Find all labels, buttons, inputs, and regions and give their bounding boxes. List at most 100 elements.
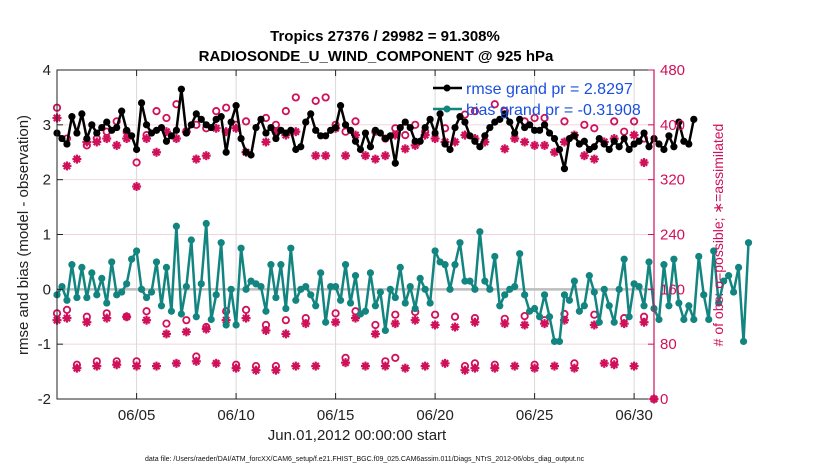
bias-point <box>88 269 96 277</box>
bias-point <box>341 261 350 269</box>
obs-possible-marker <box>212 107 221 116</box>
bias-point <box>640 302 648 310</box>
asterisk-stroke <box>291 127 300 136</box>
bias-point <box>177 310 185 318</box>
rmse-point <box>142 121 151 129</box>
asterisk-stroke <box>212 359 221 368</box>
bias-point <box>267 261 275 269</box>
obs-assimilated-marker <box>510 361 520 371</box>
bias-point <box>147 288 156 296</box>
bias-point <box>142 293 151 302</box>
bias-point <box>162 263 171 271</box>
asterisk-stroke <box>381 151 390 160</box>
rmse-point <box>317 132 325 140</box>
asterisk-stroke <box>271 366 280 375</box>
bias-point <box>78 263 86 271</box>
obs-assimilated-marker <box>450 322 460 332</box>
obs-assimilated-marker <box>132 361 142 371</box>
rmse-point <box>451 123 459 132</box>
obs-possible-marker <box>132 158 141 167</box>
obs-assimilated-marker <box>152 361 161 371</box>
rmse-point <box>356 145 365 154</box>
rmse-point <box>580 137 588 145</box>
bias-point <box>466 277 474 285</box>
rmse-point <box>640 129 648 137</box>
x-tick-label: 06/15 <box>317 407 355 424</box>
obs-assimilated-marker <box>370 154 380 164</box>
obs-possible-marker <box>520 311 529 321</box>
obs-assimilated-marker <box>540 140 550 150</box>
asterisk-stroke <box>570 364 579 373</box>
asterisk-stroke <box>510 362 519 371</box>
rmse-point <box>590 143 598 151</box>
obs-possible-marker <box>281 107 290 116</box>
asterisk-stroke <box>630 362 639 371</box>
rmse-point <box>262 129 270 137</box>
bias-point <box>232 321 240 329</box>
rmse-point <box>526 121 534 129</box>
bias-point <box>540 291 549 299</box>
obs-assimilated-marker <box>161 329 171 339</box>
asterisk-stroke <box>520 138 529 146</box>
obs-assimilated-marker <box>520 320 530 330</box>
obs-assimilated-marker <box>500 144 510 154</box>
bias-point <box>361 307 370 315</box>
rmse-point <box>406 123 414 132</box>
bias-point <box>227 285 235 293</box>
obs-assimilated-marker <box>291 361 301 371</box>
bias-point <box>207 315 215 324</box>
asterisk-stroke <box>640 318 648 327</box>
rmse-point <box>471 137 479 145</box>
asterisk-stroke <box>242 314 250 323</box>
rmse-point <box>466 132 474 140</box>
obs-assimilated-marker <box>360 361 370 371</box>
asterisk-stroke <box>301 319 310 328</box>
legend-bias-label: bias grand pr = -0.31908 <box>466 102 641 119</box>
obs-possible-marker <box>241 117 251 126</box>
asterisk-stroke <box>391 319 400 328</box>
rmse-point <box>307 110 315 118</box>
rmse-point <box>595 134 603 143</box>
rmse-point <box>660 145 668 154</box>
y-tick-label: 3 <box>43 117 51 134</box>
asterisk-stroke <box>152 148 161 157</box>
obs-possible-marker <box>610 117 619 126</box>
obs-assimilated-marker <box>599 358 609 368</box>
asterisk-stroke <box>192 155 201 164</box>
bias-point <box>680 315 688 324</box>
bias-point <box>560 291 569 299</box>
obs-possible-marker <box>222 103 231 112</box>
bias-point <box>222 321 230 329</box>
obs-assimilated-marker <box>410 315 420 325</box>
rmse-point <box>426 115 434 123</box>
obs-assimilated-marker <box>460 365 470 375</box>
rmse-point <box>545 129 554 137</box>
rmse-point <box>267 123 275 132</box>
obs-assimilated-marker <box>321 151 331 161</box>
asterisk-stroke <box>212 124 221 133</box>
obs-assimilated-marker <box>341 358 351 368</box>
obs-assimilated-marker <box>231 363 241 373</box>
rmse-point <box>486 123 494 132</box>
obs-assimilated-marker <box>261 325 271 335</box>
obs-possible-marker <box>629 117 639 126</box>
y-tick-label: 0 <box>43 281 51 298</box>
obs-assimilated-marker <box>341 151 351 161</box>
bias-point <box>98 274 106 282</box>
obs-assimilated-marker <box>102 134 112 144</box>
obs-assimilated-marker <box>470 317 480 327</box>
obs-assimilated-marker <box>629 130 639 140</box>
bias-point <box>63 296 71 304</box>
asterisk-stroke <box>590 155 599 164</box>
bias-point <box>725 272 733 280</box>
bias-point <box>202 219 210 228</box>
rmse-point <box>103 118 111 126</box>
asterisk-stroke <box>281 329 290 338</box>
rmse-point <box>511 129 519 137</box>
rmse-point <box>685 140 693 148</box>
rmse-point <box>232 102 240 110</box>
bias-point <box>451 261 459 269</box>
asterisk-stroke <box>461 131 469 140</box>
obs-assimilated-marker <box>420 361 430 371</box>
